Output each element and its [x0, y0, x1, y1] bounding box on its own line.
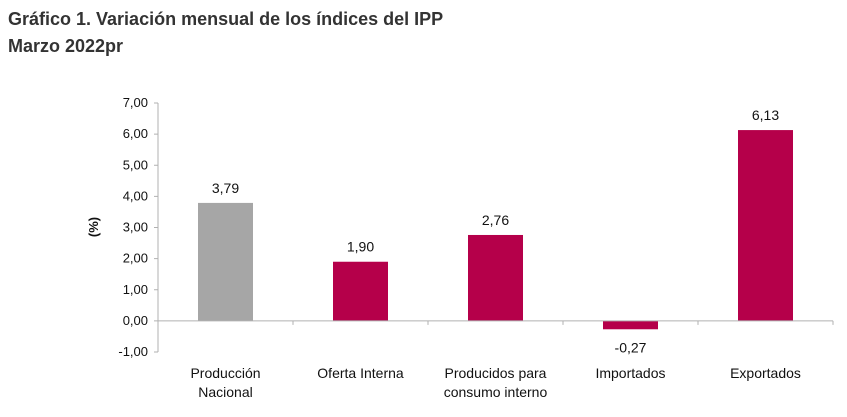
y-tick-label: 4,00	[123, 188, 148, 203]
category-label: Oferta Interna	[317, 365, 404, 381]
category-label: Exportados	[730, 365, 801, 381]
y-axis-label: (%)	[86, 217, 101, 237]
category-label: Nacional	[198, 384, 252, 400]
category-labels: Producción Nacional Oferta Interna Producid…	[190, 365, 800, 400]
y-tick-label: 7,00	[123, 95, 148, 110]
chart-subtitle: Marzo 2022pr	[8, 36, 124, 56]
y-tick-label: -1,00	[118, 344, 148, 359]
data-label: 3,79	[212, 180, 239, 196]
y-tick-label: 1,00	[123, 282, 148, 297]
chart-title: Gráfico 1. Variación mensual de los índi…	[8, 9, 444, 29]
category-label: Producción	[190, 365, 260, 381]
bar	[468, 234, 523, 321]
y-tick-label: 6,00	[123, 126, 148, 141]
bar	[333, 261, 388, 321]
data-label: -0,27	[615, 339, 647, 355]
bar	[603, 320, 658, 330]
data-label: 1,90	[347, 239, 374, 255]
y-tick-label: 2,00	[123, 251, 148, 266]
bars	[198, 130, 793, 330]
bar	[198, 202, 253, 321]
category-label: consumo interno	[444, 384, 548, 400]
y-tick-label: 0,00	[123, 313, 148, 328]
y-axis: -1,00 0,00 1,00 2,00 3,00 4,00 5,00 6,00 7,00	[118, 95, 834, 359]
data-labels: 3,79 1,90 2,76 -0,27 6,13	[212, 107, 779, 355]
data-label: 6,13	[752, 107, 779, 123]
category-label: Importados	[595, 365, 665, 381]
bar	[738, 130, 793, 321]
category-label: Producidos para	[445, 365, 547, 381]
y-tick-label: 5,00	[123, 157, 148, 172]
y-tick-label: 3,00	[123, 220, 148, 235]
data-label: 2,76	[482, 212, 509, 228]
